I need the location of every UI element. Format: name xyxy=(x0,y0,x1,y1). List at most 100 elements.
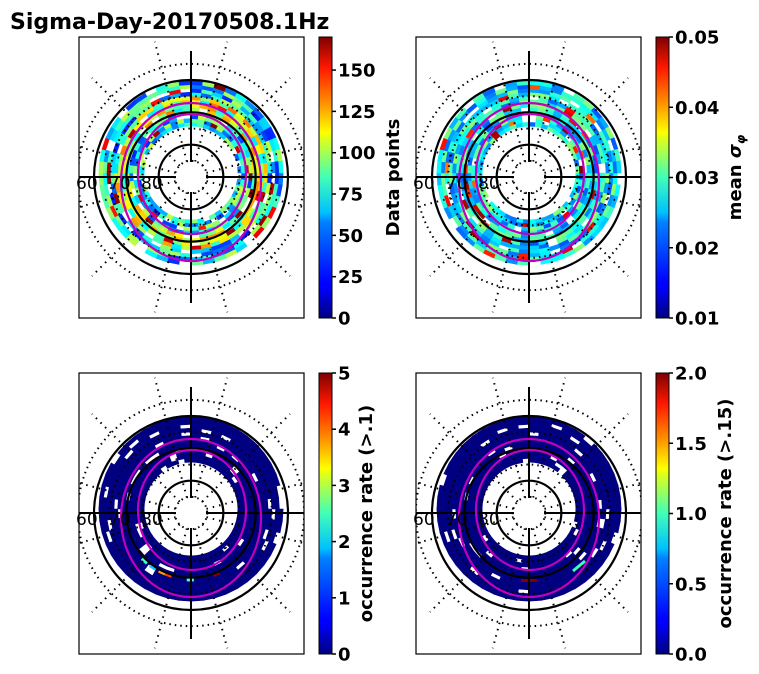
colorbar-2: 0.01 0.02 0.03 0.04 0.05 mean σφ xyxy=(655,28,748,330)
meridian-dotted xyxy=(91,187,181,277)
heatmap-bin xyxy=(436,508,442,522)
heatmap-bin xyxy=(110,116,122,130)
colorbar-tick-label: 0.0 xyxy=(675,645,707,666)
colorbar-tick-label: 125 xyxy=(338,102,376,123)
polar-panel-1: 60 70 80 xyxy=(76,36,305,319)
colorbar-label: mean σφ xyxy=(725,134,748,220)
heatmap-bin xyxy=(158,569,166,576)
colorbar-label: occurrence rate (>.15) xyxy=(715,399,736,629)
heatmap-bin xyxy=(98,508,104,522)
meridian-dotted xyxy=(194,377,229,498)
heatmap-bin xyxy=(518,585,530,591)
heatmap-bins xyxy=(98,416,284,602)
heatmap-bin xyxy=(616,496,622,510)
heatmap-bin xyxy=(551,83,565,92)
colorbar-tick-label: 100 xyxy=(338,143,376,164)
colorbar-gradient xyxy=(318,36,333,319)
polar-panel-4: 60 70 80 xyxy=(413,372,642,655)
meridian-dotted xyxy=(491,377,526,498)
meridian-dotted xyxy=(153,41,188,162)
latitude-label: 60 xyxy=(76,174,98,194)
heatmap-bin xyxy=(190,249,202,255)
heatmap-bin xyxy=(263,498,269,510)
colorbar-tick-label: 2.0 xyxy=(675,364,707,385)
latitude-label: 70 xyxy=(446,510,468,530)
meridian-dotted xyxy=(201,77,291,167)
meridian-dotted xyxy=(491,41,526,162)
figure-title: Sigma-Day-20170508.1Hz xyxy=(10,10,329,35)
meridian-dotted xyxy=(539,523,629,613)
colorbar-tick-label: 0.5 xyxy=(675,574,707,595)
meridian-dotted xyxy=(91,523,181,613)
heatmap-bin xyxy=(572,559,586,573)
meridian-dotted xyxy=(416,145,514,174)
heatmap-bin xyxy=(180,245,192,251)
heatmap-bin xyxy=(601,508,607,520)
latitude-label: 60 xyxy=(413,510,435,530)
heatmap-bin xyxy=(552,464,561,473)
meridian-dotted xyxy=(201,523,291,613)
meridian-dotted xyxy=(206,481,304,510)
colorbar-4: 0.0 0.5 1.0 1.5 2.0 occurrence rate (>.15) xyxy=(655,364,736,666)
meridian-dotted xyxy=(491,528,526,649)
heatmap-bin xyxy=(455,107,467,120)
colorbar-gradient xyxy=(318,372,333,655)
heatmap-bin xyxy=(278,172,284,186)
latitude-label: 60 xyxy=(76,510,98,530)
heatmap-bin xyxy=(148,564,157,571)
meridian-dotted xyxy=(429,187,519,277)
polar-panel-3: 60 70 80 xyxy=(76,372,305,655)
polar-panel-2: 60 70 80 xyxy=(413,36,642,319)
heatmap-bin xyxy=(105,462,115,476)
heatmap-bin xyxy=(436,160,442,174)
colorbar-tick-label: 0.02 xyxy=(675,238,719,259)
meridian-dotted xyxy=(532,528,567,649)
boundary-oval-outer xyxy=(119,437,263,599)
latitude-label: 70 xyxy=(446,174,468,194)
colorbar-tick-label: 1.5 xyxy=(675,434,707,455)
colorbar-tick-label: 0.05 xyxy=(675,28,719,49)
meridian-dotted xyxy=(532,41,567,162)
boundary-oval-inner xyxy=(136,448,248,572)
colorbar-tick-label: 50 xyxy=(338,226,363,247)
latitude-label: 80 xyxy=(141,174,163,194)
colorbar-tick-label: 4 xyxy=(338,420,351,441)
heatmap-bin xyxy=(436,172,442,186)
meridian-dotted xyxy=(194,528,229,649)
meridian-dotted xyxy=(91,77,181,167)
heatmap-bin xyxy=(521,562,530,568)
boundary-oval-inner xyxy=(474,448,586,572)
meridian-dotted xyxy=(79,145,176,174)
colorbar-tick-label: 150 xyxy=(338,61,376,82)
meridian-dotted xyxy=(539,77,629,167)
meridian-dotted xyxy=(153,192,188,313)
boundary-oval-inner xyxy=(474,112,586,236)
latitude-label: 80 xyxy=(478,174,500,194)
boundary-oval-outer xyxy=(119,101,263,263)
heatmap-bin xyxy=(140,557,148,565)
meridian-dotted xyxy=(201,187,291,277)
boundary-oval-inner xyxy=(136,112,248,236)
meridian-dotted xyxy=(539,187,629,277)
colorbar-tick-label: 25 xyxy=(338,267,363,288)
heatmap-bin xyxy=(212,571,221,577)
heatmap-bin xyxy=(437,484,444,498)
meridian-dotted xyxy=(429,413,519,503)
heatmap-bin xyxy=(614,520,621,534)
colorbar-1: 0 25 50 75 100 125 150 Data points xyxy=(318,36,404,330)
heatmap-bin xyxy=(572,428,586,440)
meridian-dotted xyxy=(194,192,229,313)
heatmap-bin xyxy=(272,473,281,487)
colorbar-tick-label: 1 xyxy=(338,588,351,609)
meridian-dotted xyxy=(544,481,641,510)
heatmap-bin xyxy=(98,160,104,174)
heatmap-bin xyxy=(278,160,284,174)
heatmap-bin xyxy=(276,520,283,534)
boundary-oval-outer xyxy=(457,437,601,599)
colorbar-tick-label: 0.04 xyxy=(675,98,719,119)
heatmap-bin xyxy=(164,572,173,578)
latitude-label: 60 xyxy=(413,174,435,194)
meridian-dotted xyxy=(532,192,567,313)
heatmap-bin xyxy=(278,508,284,522)
meridian-dotted xyxy=(429,523,519,613)
